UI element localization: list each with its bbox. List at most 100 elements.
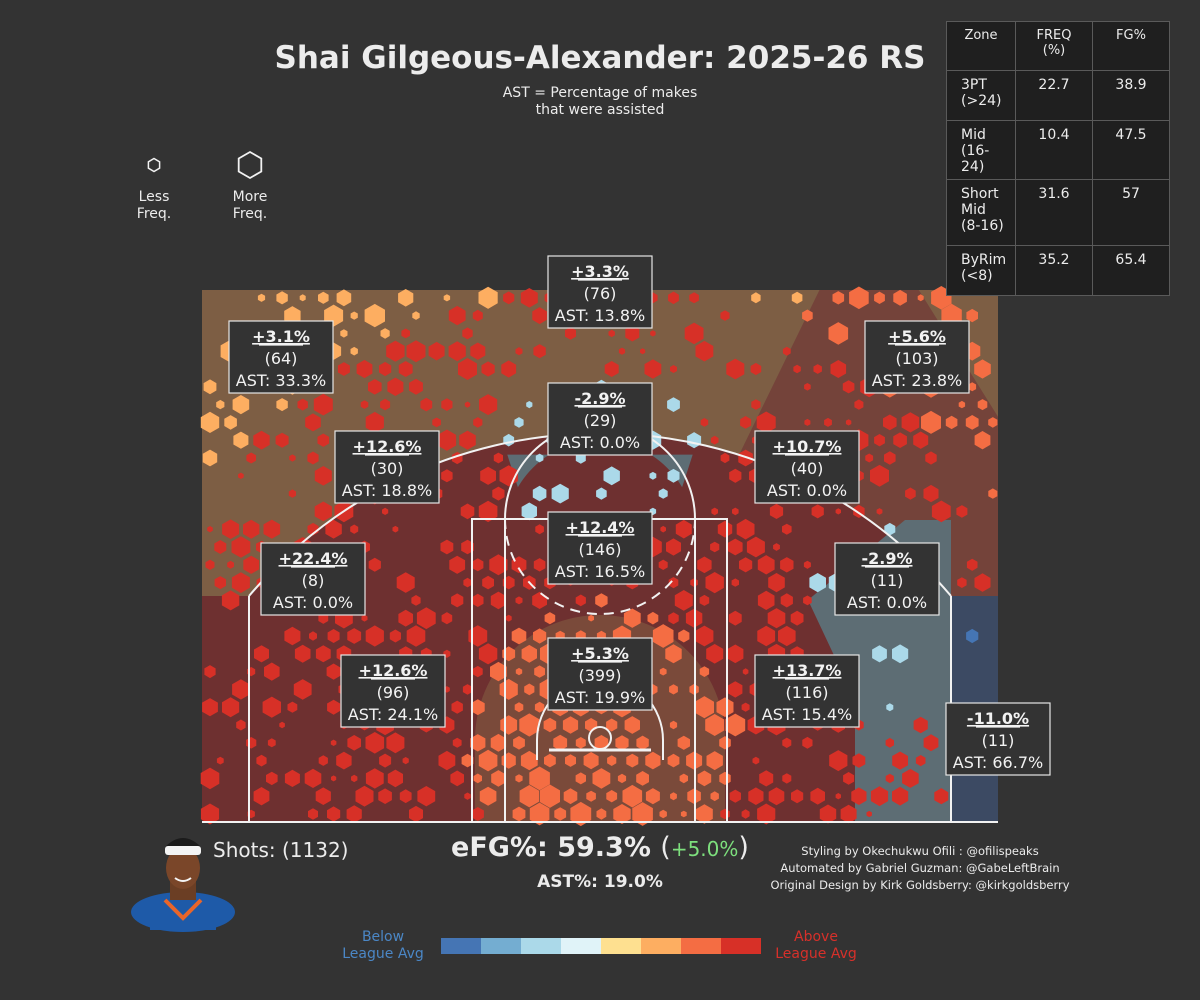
shot-hex xyxy=(720,452,730,464)
efg-delta: +5.0% xyxy=(670,837,739,861)
shot-hex xyxy=(478,286,498,309)
shot-hex xyxy=(624,716,640,734)
shot-hex xyxy=(396,572,415,593)
shot-hex xyxy=(438,750,456,771)
shot-hex xyxy=(473,417,483,428)
shot-hex xyxy=(695,340,714,362)
fg-cell: 57 xyxy=(1092,179,1170,246)
shot-hex xyxy=(694,696,714,719)
zone-label-box xyxy=(334,430,440,504)
player-avatar xyxy=(131,838,235,932)
shot-hex xyxy=(458,358,477,380)
shot-hex xyxy=(803,595,812,606)
shot-hex xyxy=(757,555,775,575)
shot-hex xyxy=(346,805,362,823)
shot-hex xyxy=(728,681,743,698)
shot-hex xyxy=(398,609,413,627)
shot-hex xyxy=(470,734,486,752)
shot-hex xyxy=(437,429,457,451)
shot-hex xyxy=(448,341,466,362)
zone-diff: +12.6% xyxy=(359,661,428,680)
zone-label-mid-center: -2.9% (29) AST: 0.0% xyxy=(547,382,653,456)
shot-hex xyxy=(533,628,547,644)
shot-hex xyxy=(716,697,734,717)
credit-line: Automated by Gabriel Guzman: @GabeLeftBr… xyxy=(780,861,1060,875)
shot-hex xyxy=(829,750,848,772)
shot-hex xyxy=(409,805,423,823)
shot-hex xyxy=(782,346,791,356)
shot-hex xyxy=(227,560,234,569)
zone-label-box xyxy=(864,320,970,394)
shot-hex xyxy=(885,737,894,748)
shot-hex xyxy=(451,593,464,608)
shot-hex xyxy=(279,721,285,729)
shot-hex xyxy=(819,804,837,824)
shot-hex xyxy=(876,508,883,515)
shot-hex xyxy=(667,468,680,483)
shot-hex xyxy=(756,411,776,434)
zone-label-box xyxy=(547,382,653,456)
shot-hex xyxy=(883,414,897,431)
shot-hex xyxy=(336,751,352,770)
shot-hex xyxy=(294,644,311,663)
shot-hex xyxy=(314,501,332,522)
less-freq-label: Less Freq. xyxy=(137,189,171,222)
shot-hex xyxy=(461,539,474,555)
zone-diff: +5.3% xyxy=(571,644,629,663)
shot-hex xyxy=(317,433,330,447)
shot-hex xyxy=(276,398,288,412)
shot-hex xyxy=(852,753,866,768)
shot-hex xyxy=(622,784,643,808)
table-header-row: Zone FREQ (%) FG% xyxy=(946,21,1170,71)
zone-labels: +5.3% (399) AST: 19.9% +12.4% (146) AST: 16.5… xyxy=(228,255,1051,776)
shot-hex xyxy=(246,452,256,464)
shot-hex xyxy=(636,771,649,786)
shot-hex xyxy=(870,464,889,487)
shot-hex xyxy=(406,340,426,363)
shot-hex xyxy=(411,595,421,606)
shot-hex xyxy=(340,329,348,338)
shot-hex xyxy=(266,771,278,786)
fg-cell: 65.4 xyxy=(1092,245,1170,296)
zone-ast: AST: 0.0% xyxy=(847,593,927,612)
shot-hex xyxy=(835,508,841,515)
shot-hex xyxy=(553,734,568,751)
shot-hex xyxy=(318,755,328,766)
shot-hex xyxy=(479,786,497,806)
shot-hex xyxy=(563,788,578,805)
shot-hex xyxy=(854,399,864,410)
shot-hex xyxy=(752,756,760,765)
shot-hex xyxy=(489,554,508,576)
shot-hex xyxy=(575,772,586,785)
shot-hex xyxy=(309,631,317,641)
freq-cell: 22.7 xyxy=(1015,70,1093,121)
shot-hex xyxy=(966,558,978,571)
shot-hex xyxy=(870,786,889,807)
shot-hex xyxy=(720,310,730,321)
zone-ast: AST: 24.1% xyxy=(348,705,438,724)
shot-hex xyxy=(262,696,281,718)
shot-hex xyxy=(284,306,301,326)
zone-shots: (76) xyxy=(584,284,617,303)
shot-hex xyxy=(849,286,869,310)
shot-hex xyxy=(350,524,359,534)
shot-hex xyxy=(802,736,813,749)
shot-hex xyxy=(288,489,296,498)
shot-hex xyxy=(893,289,907,306)
shot-hex xyxy=(222,697,240,718)
fg-cell: 47.5 xyxy=(1092,120,1170,180)
colorbar-swatch xyxy=(681,938,721,954)
shot-hex xyxy=(204,665,216,679)
shot-hex xyxy=(526,401,533,409)
shot-hex xyxy=(534,701,545,713)
shot-hex xyxy=(565,754,576,767)
shot-hex xyxy=(284,769,300,787)
shot-hex xyxy=(459,430,476,450)
shot-hex xyxy=(988,488,998,499)
shot-hex xyxy=(748,787,764,805)
shot-hex xyxy=(717,520,733,538)
shot-hex xyxy=(811,504,824,519)
small-hex-legend-icon xyxy=(147,157,161,173)
shot-hex xyxy=(840,804,857,824)
shot-hex xyxy=(710,791,719,802)
